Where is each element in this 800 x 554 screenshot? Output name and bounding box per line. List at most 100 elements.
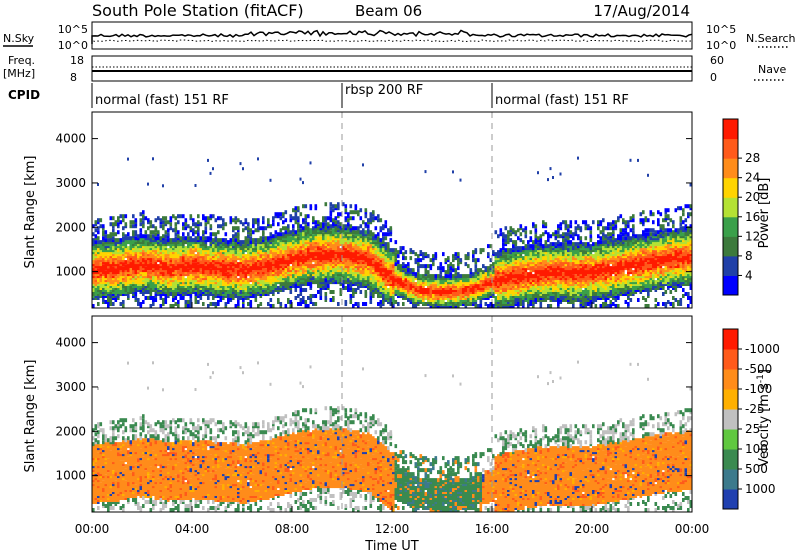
- nsky-label: N.Sky: [3, 32, 35, 45]
- power-cell: [257, 304, 260, 308]
- power-cell: [322, 232, 325, 237]
- power-cell: [344, 286, 348, 290]
- date-label: 17/Aug/2014: [593, 2, 690, 20]
- power-cell: [159, 280, 163, 285]
- power-cell: [177, 258, 180, 263]
- power-cell: [329, 206, 333, 211]
- power-cell: [237, 232, 240, 237]
- power-cell: [222, 226, 225, 231]
- power-cell: [424, 170, 427, 174]
- power-cell: [149, 284, 153, 288]
- power-cell: [157, 216, 160, 221]
- power-cell: [429, 290, 433, 294]
- power-cell: [189, 270, 193, 275]
- power-cell: [519, 284, 523, 288]
- power-cell: [414, 304, 418, 308]
- power-cell: [179, 252, 183, 257]
- power-cell: [369, 288, 373, 292]
- power-cell: [234, 304, 238, 308]
- power-cell: [184, 236, 188, 241]
- power-cell: [222, 246, 225, 251]
- power-cell: [519, 294, 523, 298]
- power-cell: [237, 218, 240, 223]
- power-cell: [202, 302, 205, 306]
- power-cell: [279, 228, 283, 233]
- power-cell: [507, 282, 510, 286]
- power-cell: [524, 234, 528, 239]
- power-cell: [162, 216, 165, 221]
- power-cell: [284, 268, 288, 273]
- power-cell: [387, 242, 390, 247]
- power-cell: [272, 242, 275, 247]
- power-cell: [224, 272, 228, 277]
- power-cell: [319, 292, 323, 296]
- power-cell: [512, 244, 515, 249]
- power-cell: [119, 220, 123, 225]
- power-cell: [447, 302, 450, 306]
- power-cell: [364, 222, 368, 227]
- power-cell: [92, 232, 95, 237]
- power-cell: [509, 232, 513, 237]
- power-cell: [162, 234, 165, 239]
- power-cell: [302, 274, 305, 279]
- power-cell: [169, 216, 173, 221]
- power-cell: [487, 304, 490, 308]
- power-cell: [407, 288, 410, 292]
- power-cell: [487, 266, 490, 271]
- power-cell: [219, 216, 223, 221]
- power-cell: [389, 256, 393, 261]
- power-cell: [279, 212, 283, 217]
- power-cell: [387, 232, 390, 237]
- power-cell: [389, 290, 393, 294]
- power-cell: [242, 304, 245, 308]
- power-cell: [234, 226, 238, 231]
- power-cell: [349, 268, 353, 273]
- power-cell: [474, 258, 478, 263]
- power-cell: [427, 270, 430, 275]
- power-cell: [129, 236, 133, 241]
- power-cell: [379, 218, 383, 223]
- power-cell: [99, 224, 103, 229]
- power-cell: [519, 262, 523, 267]
- power-cell: [509, 238, 513, 243]
- cpid-segment-2: rbsp 200 RF: [345, 83, 423, 98]
- power-cell: [252, 270, 255, 275]
- power-cell: [262, 284, 265, 288]
- power-cell: [489, 264, 493, 269]
- power-cell: [372, 210, 375, 215]
- power-cell: [317, 226, 320, 231]
- power-cell: [414, 258, 418, 263]
- power-cell: [237, 238, 240, 243]
- power-cell: [397, 270, 400, 275]
- power-cell: [112, 216, 115, 221]
- power-cell: [189, 214, 193, 219]
- power-cell: [99, 218, 103, 223]
- power-cell: [377, 236, 380, 241]
- power-cell: [122, 226, 125, 231]
- power-cell: [229, 216, 233, 221]
- power-cell: [122, 218, 125, 223]
- power-cell: [259, 236, 263, 241]
- power-cell: [127, 232, 130, 237]
- power-cell: [472, 254, 475, 259]
- power-cell: [247, 256, 250, 261]
- power-cell: [372, 260, 375, 265]
- power-cell: [317, 220, 320, 225]
- power-cell: [432, 254, 435, 259]
- power-cell: [322, 264, 325, 269]
- power-cell: [374, 216, 378, 221]
- power-cell: [299, 298, 303, 302]
- power-cell: [307, 270, 310, 275]
- power-cell: [219, 280, 223, 285]
- power-cell: [257, 226, 260, 231]
- power-cell: [194, 244, 198, 249]
- power-cell: [109, 298, 113, 302]
- power-cell: [354, 288, 358, 292]
- power-cell: [287, 298, 290, 302]
- power-cell: [102, 224, 105, 229]
- power-cell: [417, 262, 420, 267]
- power-cell: [277, 260, 280, 265]
- power-cell: [139, 228, 143, 233]
- power-cell: [502, 238, 505, 243]
